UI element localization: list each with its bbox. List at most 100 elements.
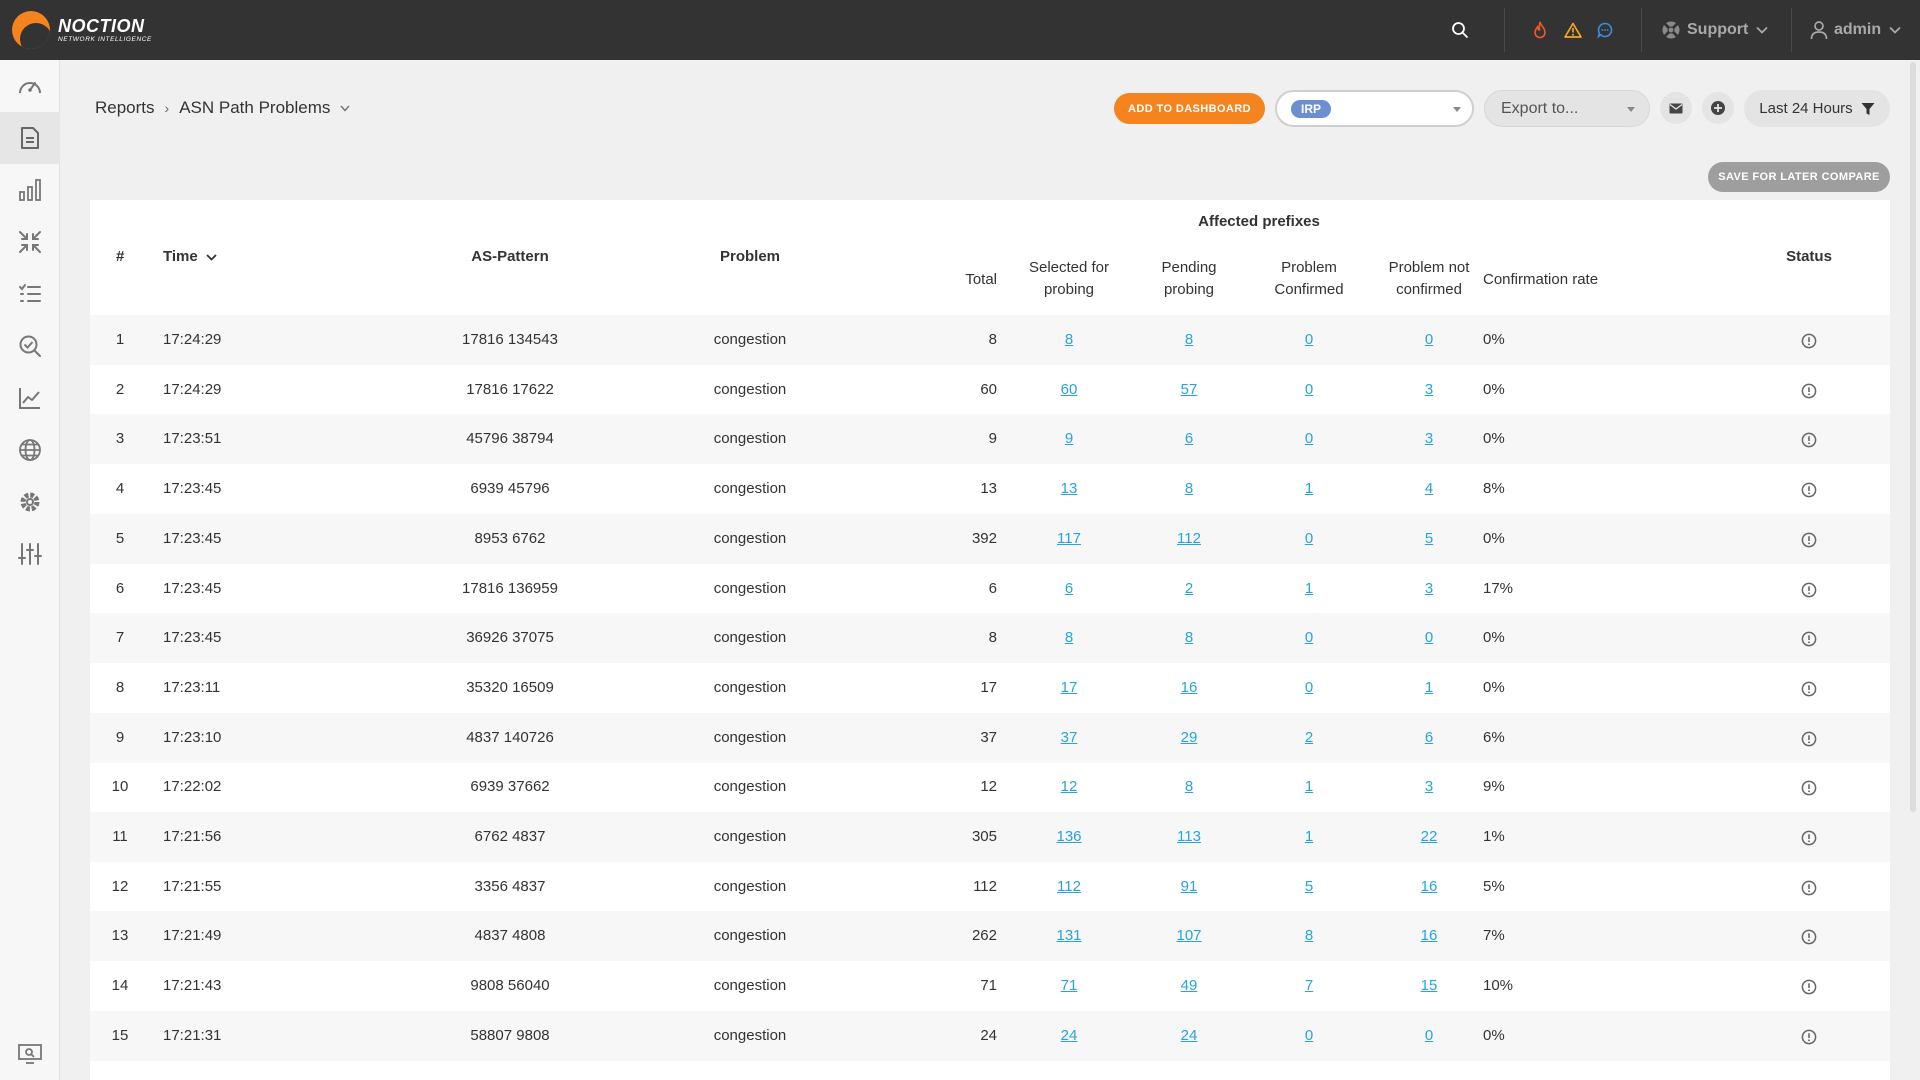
selected-link[interactable]: 136	[1056, 828, 1082, 845]
pending-link[interactable]: 112	[1177, 529, 1201, 547]
pending-link[interactable]: 57	[1180, 380, 1198, 398]
table-row[interactable]: 2 17:24:29 17816 17622 congestion 60 60 57 0 3 0%	[90, 365, 1890, 415]
warning-icon[interactable]	[1561, 18, 1585, 42]
sidebar-item-collapse[interactable]	[0, 216, 60, 268]
info-status-icon[interactable]	[1801, 929, 1817, 945]
not-confirmed-link[interactable]: 3	[1424, 380, 1434, 398]
sidebar-item-search-check[interactable]	[0, 320, 60, 372]
not-confirmed-link[interactable]: 6	[1424, 728, 1434, 746]
selected-link[interactable]: 71	[1060, 977, 1078, 995]
sidebar-item-dashboard[interactable]	[0, 60, 60, 112]
info-status-icon[interactable]	[1801, 383, 1817, 399]
table-row[interactable]: 5 17:23:45 8953 6762 congestion 392 117 112 0 5 0…	[90, 513, 1890, 564]
add-to-dashboard-button[interactable]: ADD TO DASHBOARD	[1114, 93, 1265, 124]
table-row[interactable]: 4 17:23:45 6939 45796 congestion 13 13 8 1 4 8%	[90, 464, 1890, 514]
info-status-icon[interactable]	[1801, 333, 1817, 349]
pending-link[interactable]: 91	[1180, 877, 1198, 895]
confirmed-link[interactable]: 0	[1304, 430, 1314, 448]
pending-link[interactable]: 8	[1184, 629, 1194, 647]
confirmed-link[interactable]: 7	[1304, 977, 1314, 995]
info-status-icon[interactable]	[1801, 532, 1817, 548]
chat-icon[interactable]	[1593, 18, 1617, 42]
selected-link[interactable]: 12	[1060, 778, 1078, 796]
table-row[interactable]	[90, 1061, 1890, 1080]
fire-icon[interactable]	[1528, 18, 1552, 42]
not-confirmed-link[interactable]: 16	[1420, 877, 1438, 895]
pending-link[interactable]: 24	[1180, 1026, 1198, 1044]
sidebar-item-checklist[interactable]	[0, 268, 60, 320]
confirmed-link[interactable]: 5	[1304, 877, 1314, 895]
not-confirmed-link[interactable]: 22	[1420, 828, 1438, 845]
pending-link[interactable]: 16	[1180, 678, 1198, 696]
confirmed-link[interactable]: 0	[1304, 529, 1314, 547]
not-confirmed-link[interactable]: 3	[1424, 778, 1434, 796]
noction-logo[interactable]: NOCTION NETWORK INTELLIGENCE	[12, 10, 152, 50]
sidebar-item-globe[interactable]	[0, 424, 60, 476]
not-confirmed-link[interactable]: 16	[1420, 927, 1438, 945]
save-for-later-compare-button[interactable]: SAVE FOR LATER COMPARE	[1708, 162, 1890, 192]
column-header-time[interactable]: Time	[163, 246, 217, 268]
support-menu[interactable]: Support	[1661, 18, 1768, 42]
confirmed-link[interactable]: 1	[1304, 480, 1314, 498]
selected-link[interactable]: 131	[1056, 927, 1082, 945]
selected-link[interactable]: 9	[1064, 430, 1074, 448]
breadcrumb-current[interactable]: ASN Path Problems	[179, 98, 331, 117]
sidebar-item-line-chart[interactable]	[0, 372, 60, 424]
not-confirmed-link[interactable]: 4	[1424, 480, 1434, 498]
search-icon[interactable]	[1448, 18, 1472, 42]
export-select[interactable]: Export to...	[1484, 90, 1650, 127]
not-confirmed-link[interactable]: 3	[1424, 430, 1434, 448]
table-row[interactable]: 6 17:23:45 17816 136959 congestion 6 6 2 1 3 17%	[90, 564, 1890, 614]
table-row[interactable]: 1 17:24:29 17816 134543 congestion 8 8 8 0 0 0%	[90, 315, 1890, 365]
confirmed-link[interactable]: 0	[1304, 629, 1314, 647]
pending-link[interactable]: 49	[1180, 977, 1198, 995]
not-confirmed-link[interactable]: 15	[1420, 977, 1438, 995]
not-confirmed-link[interactable]: 0	[1424, 629, 1434, 647]
sidebar-item-settings[interactable]	[0, 476, 60, 528]
confirmed-link[interactable]: 0	[1304, 380, 1314, 398]
provider-tag[interactable]: IRP	[1291, 100, 1332, 118]
pending-link[interactable]: 113	[1177, 828, 1201, 845]
table-row[interactable]: 3 17:23:51 45796 38794 congestion 9 9 6 0 3 0%	[90, 414, 1890, 465]
pending-link[interactable]: 29	[1180, 728, 1198, 746]
email-button[interactable]	[1660, 92, 1692, 124]
sidebar-item-monitor-search[interactable]	[0, 1028, 60, 1080]
pending-link[interactable]: 8	[1184, 480, 1194, 498]
provider-select[interactable]: IRP	[1275, 90, 1474, 127]
info-status-icon[interactable]	[1801, 979, 1817, 995]
info-status-icon[interactable]	[1801, 681, 1817, 697]
info-status-icon[interactable]	[1801, 780, 1817, 796]
table-row[interactable]: 14 17:21:43 9808 56040 congestion 71 71 49 7 15 1…	[90, 961, 1890, 1011]
add-button[interactable]	[1702, 92, 1734, 124]
table-row[interactable]: 7 17:23:45 36926 37075 congestion 8 8 8 0 0 0%	[90, 613, 1890, 664]
sidebar-item-bar-chart[interactable]	[0, 164, 60, 216]
confirmed-link[interactable]: 0	[1304, 1026, 1314, 1044]
chevron-down-icon[interactable]	[340, 105, 350, 112]
confirmed-link[interactable]: 1	[1304, 778, 1314, 796]
info-status-icon[interactable]	[1801, 432, 1817, 448]
selected-link[interactable]: 112	[1057, 877, 1081, 895]
table-row[interactable]: 8 17:23:11 35320 16509 congestion 17 17 16 0 1 0%	[90, 663, 1890, 713]
table-row[interactable]: 10 17:22:02 6939 37662 congestion 12 12 8 1 3 9%	[90, 762, 1890, 812]
info-status-icon[interactable]	[1801, 830, 1817, 846]
not-confirmed-link[interactable]: 5	[1424, 529, 1434, 547]
confirmed-link[interactable]: 1	[1304, 828, 1314, 845]
table-row[interactable]: 11 17:21:56 6762 4837 congestion 305 136 113 1 2…	[90, 812, 1890, 862]
pending-link[interactable]: 6	[1184, 430, 1194, 448]
not-confirmed-link[interactable]: 0	[1424, 331, 1434, 348]
table-row[interactable]: 13 17:21:49 4837 4808 congestion 262 131 107 8 1…	[90, 911, 1890, 962]
selected-link[interactable]: 13	[1060, 480, 1078, 498]
selected-link[interactable]: 60	[1060, 380, 1078, 398]
selected-link[interactable]: 8	[1064, 331, 1074, 348]
vertical-scrollbar[interactable]	[1910, 62, 1916, 812]
selected-link[interactable]: 37	[1060, 728, 1078, 746]
selected-link[interactable]: 8	[1064, 629, 1074, 647]
not-confirmed-link[interactable]: 1	[1424, 678, 1434, 696]
pending-link[interactable]: 107	[1176, 927, 1202, 945]
confirmed-link[interactable]: 2	[1304, 728, 1314, 746]
pending-link[interactable]: 8	[1184, 331, 1194, 348]
table-row[interactable]: 15 17:21:31 58807 9808 congestion 24 24 24 0 0 0%	[90, 1010, 1890, 1061]
not-confirmed-link[interactable]: 3	[1424, 579, 1434, 597]
confirmed-link[interactable]: 8	[1304, 927, 1314, 945]
user-menu[interactable]: admin	[1810, 18, 1901, 42]
